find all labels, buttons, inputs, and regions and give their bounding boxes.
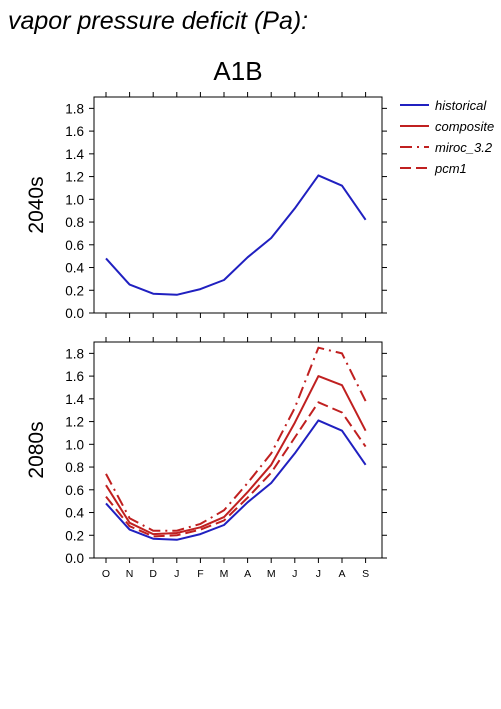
y-tick-label: 0.4 [65,506,84,521]
y-tick-label: 1.4 [65,147,84,162]
y-tick-label: 0.2 [65,528,84,543]
y-tick-label: 0.8 [65,460,84,475]
row-label: 2040s [25,176,48,233]
x-tick-label: M [220,568,229,580]
scenario-title: A1B [213,56,262,86]
x-tick-label: J [292,568,297,580]
panel-2040s: 0.0 0.2 0.4 0.6 0.8 1.0 1.2 1.4 1.6 1.8 2040s [25,92,387,321]
series-line-historical [105,419,367,541]
panel-2080s: 0.0 0.2 0.4 0.6 0.8 1.0 1.2 1.4 1.6 1.8 O N D J F M A M J J… [25,337,387,580]
x-tick-label: O [102,568,110,580]
legend-label: miroc_3.2 [435,140,493,155]
y-tick-label: 1.8 [65,346,84,361]
y-tick-label: 1.2 [65,415,84,430]
y-tick-label: 1.8 [65,101,84,116]
series-line-historical [105,174,367,296]
y-tick-label: 0.8 [65,215,84,230]
x-tick-label: A [244,568,251,580]
plot-frame [93,96,383,314]
x-tick-label: F [197,568,203,580]
y-tick-label: 1.0 [65,437,84,452]
x-tick-label: J [174,568,179,580]
y-tick-label: 0.6 [65,238,84,253]
series-line-pcm1 [105,401,367,538]
y-tick-label: 1.6 [65,124,84,139]
y-tick-label: 0.4 [65,261,84,276]
plot-frame [93,341,383,559]
page-title: vapor pressure deficit (Pa): [8,7,308,35]
y-tick-label: 0.6 [65,483,84,498]
x-tick-label: S [362,568,369,580]
y-tick-label: 1.4 [65,392,84,407]
legend-label: pcm1 [434,161,467,176]
x-tick-label: M [267,568,276,580]
legend: historical composite miroc_3.2 pcm1 [400,98,494,176]
x-tick-label: N [126,568,134,580]
row-label: 2080s [25,421,48,478]
series-line-composite [105,375,367,536]
legend-label: composite [435,119,494,134]
y-tick-label: 1.6 [65,369,84,384]
y-tick-label: 0.2 [65,283,84,298]
x-tick-label: A [338,568,345,580]
y-tick-label: 1.2 [65,170,84,185]
y-tick-label: 0.0 [65,551,84,566]
x-tick-label: D [149,568,157,580]
legend-label: historical [435,98,487,113]
y-tick-label: 0.0 [65,306,84,321]
y-tick-label: 1.0 [65,192,84,207]
series-line-miroc-3-2 [105,346,367,532]
x-tick-label: J [316,568,321,580]
